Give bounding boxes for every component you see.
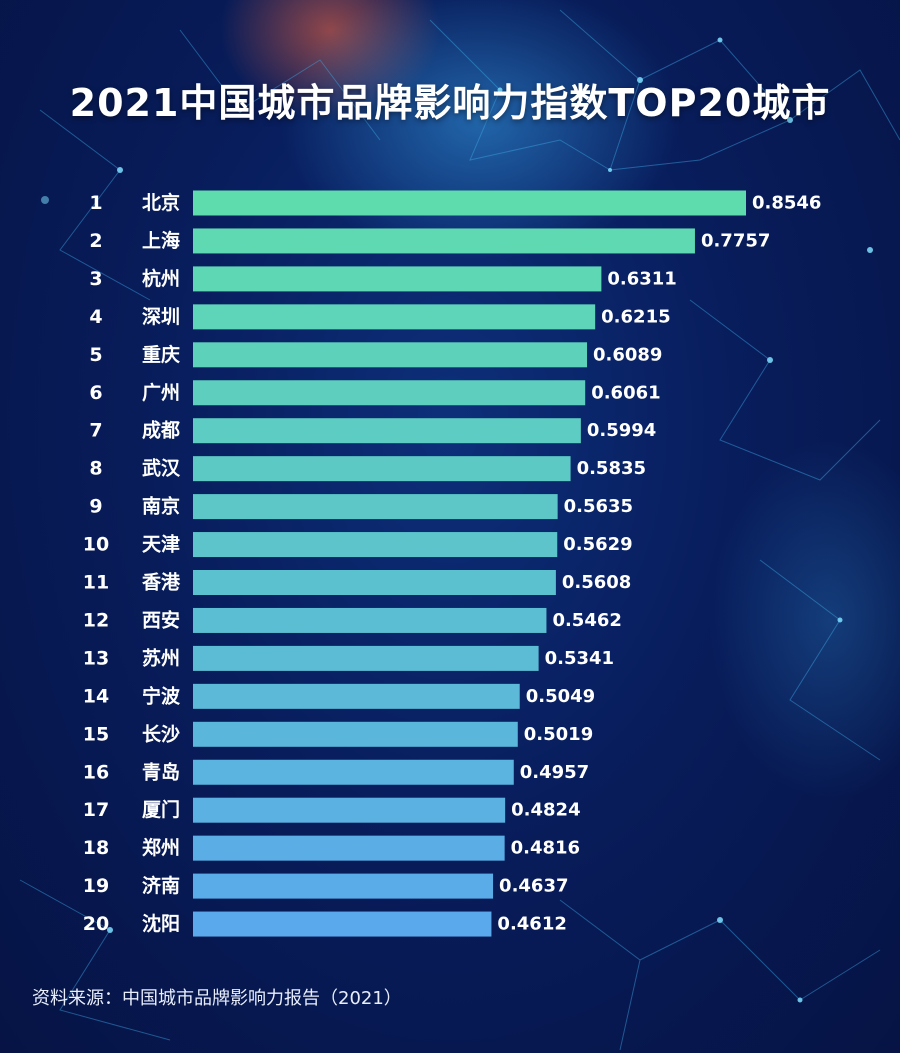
bar bbox=[193, 911, 492, 937]
rank-label: 11 bbox=[83, 572, 109, 594]
value-label: 0.4957 bbox=[520, 762, 589, 783]
value-label: 0.5049 bbox=[526, 686, 595, 707]
bar bbox=[193, 797, 506, 823]
value-label: 0.7757 bbox=[701, 230, 770, 251]
bar bbox=[193, 683, 520, 709]
bar bbox=[193, 607, 547, 633]
city-label: 深圳 bbox=[142, 305, 180, 328]
value-label: 0.4816 bbox=[511, 838, 580, 859]
bar bbox=[193, 342, 588, 368]
city-label: 西安 bbox=[142, 608, 180, 631]
rank-label: 13 bbox=[83, 647, 109, 669]
value-label: 0.6089 bbox=[593, 344, 662, 365]
value-label: 0.5835 bbox=[577, 458, 646, 479]
source-note: 资料来源：中国城市品牌影响力报告（2021） bbox=[32, 988, 402, 1009]
city-label: 武汉 bbox=[142, 458, 181, 480]
city-label: 青岛 bbox=[142, 760, 180, 783]
city-label: 沈阳 bbox=[142, 912, 180, 935]
value-label: 0.5608 bbox=[562, 572, 631, 593]
bar bbox=[193, 759, 514, 785]
value-label: 0.8546 bbox=[752, 193, 821, 214]
rank-label: 17 bbox=[83, 799, 109, 821]
value-label: 0.4612 bbox=[497, 914, 566, 935]
bar bbox=[193, 418, 581, 444]
city-label: 济南 bbox=[142, 874, 180, 897]
bar bbox=[193, 532, 558, 558]
city-label: 香港 bbox=[141, 572, 181, 594]
rank-label: 16 bbox=[83, 761, 109, 783]
city-label: 苏州 bbox=[142, 646, 180, 669]
rank-label: 10 bbox=[83, 534, 109, 556]
rank-label: 4 bbox=[89, 306, 102, 328]
city-label: 重庆 bbox=[142, 343, 180, 366]
value-label: 0.5629 bbox=[563, 534, 632, 555]
bar bbox=[193, 645, 539, 671]
bar bbox=[193, 304, 596, 330]
rank-label: 3 bbox=[89, 268, 102, 290]
bar bbox=[193, 456, 571, 482]
value-label: 0.6061 bbox=[591, 382, 660, 403]
city-label: 上海 bbox=[142, 229, 180, 252]
value-label: 0.5019 bbox=[524, 724, 593, 745]
bar bbox=[193, 721, 518, 747]
city-label: 南京 bbox=[142, 495, 180, 518]
bar bbox=[193, 228, 695, 254]
value-label: 0.4824 bbox=[511, 800, 580, 821]
bar bbox=[193, 835, 505, 861]
city-label: 广州 bbox=[142, 381, 180, 404]
bar bbox=[193, 190, 746, 216]
city-label: 宁波 bbox=[142, 684, 181, 707]
city-label: 郑州 bbox=[142, 837, 180, 859]
value-label: 0.6311 bbox=[607, 268, 676, 289]
chart-title: 2021中国城市品牌影响力指数TOP20城市 bbox=[69, 81, 831, 125]
rank-label: 12 bbox=[83, 609, 109, 631]
rank-label: 15 bbox=[83, 723, 109, 745]
city-label: 成都 bbox=[142, 419, 180, 442]
value-label: 0.5635 bbox=[564, 496, 633, 517]
bar bbox=[193, 266, 602, 292]
rank-label: 8 bbox=[89, 458, 102, 480]
bar bbox=[193, 873, 494, 899]
city-label: 长沙 bbox=[142, 723, 180, 745]
rank-label: 20 bbox=[83, 913, 109, 935]
value-label: 0.4637 bbox=[499, 876, 568, 897]
rank-label: 19 bbox=[83, 875, 109, 897]
bar bbox=[193, 570, 556, 595]
rank-label: 9 bbox=[89, 496, 102, 518]
rank-label: 2 bbox=[89, 230, 102, 252]
value-label: 0.6215 bbox=[601, 306, 670, 327]
rank-label: 7 bbox=[89, 420, 102, 442]
value-label: 0.5994 bbox=[587, 420, 656, 441]
value-label: 0.5462 bbox=[552, 610, 621, 631]
city-label: 杭州 bbox=[142, 267, 180, 290]
value-label: 0.5341 bbox=[545, 648, 614, 669]
rank-label: 1 bbox=[89, 192, 102, 214]
rank-label: 14 bbox=[83, 685, 109, 707]
rank-label: 6 bbox=[89, 382, 102, 404]
rank-label: 5 bbox=[89, 344, 102, 366]
city-label: 天津 bbox=[142, 533, 180, 556]
bar bbox=[193, 494, 558, 520]
city-label: 北京 bbox=[142, 191, 180, 214]
bar bbox=[193, 380, 586, 406]
city-label: 厦门 bbox=[142, 798, 180, 821]
rank-label: 18 bbox=[83, 837, 109, 859]
